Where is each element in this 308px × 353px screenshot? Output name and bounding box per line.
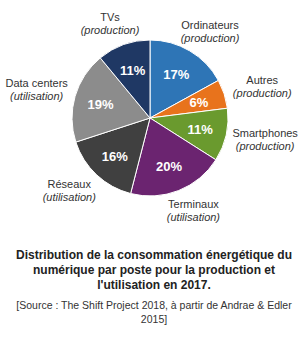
data-label: 6% — [190, 95, 209, 110]
chart: 17%Ordinateurs(production)6%Autres(produ… — [0, 0, 308, 245]
category-label: Réseaux — [48, 178, 92, 190]
category-note: (production) — [233, 87, 292, 99]
category-label: Ordinateurs — [181, 19, 239, 31]
category-label: Autres — [246, 74, 278, 86]
category-label: Smartphones — [232, 127, 298, 139]
labels: 17%Ordinateurs(production)6%Autres(produ… — [5, 11, 298, 223]
category-note: (production) — [236, 140, 295, 152]
category-note: (utilisation) — [10, 90, 64, 102]
category-label: Terminaux — [168, 198, 219, 210]
category-note: (utilisation) — [167, 211, 221, 223]
category-note: (utilisation) — [43, 191, 97, 203]
data-label: 11% — [188, 122, 214, 137]
slices — [72, 40, 228, 196]
category-label: Data centers — [5, 77, 68, 89]
data-label: 19% — [88, 97, 114, 112]
category-label: TVs — [100, 11, 120, 23]
category-note: (production) — [181, 32, 240, 44]
source: [Source : The Shift Project 2018, à part… — [8, 298, 300, 326]
data-label: 17% — [163, 67, 189, 82]
data-label: 16% — [102, 149, 128, 164]
data-label: 11% — [120, 63, 146, 78]
title: Distribution de la consommation énergéti… — [8, 248, 300, 293]
category-note: (production) — [81, 24, 140, 36]
data-label: 20% — [156, 159, 182, 174]
